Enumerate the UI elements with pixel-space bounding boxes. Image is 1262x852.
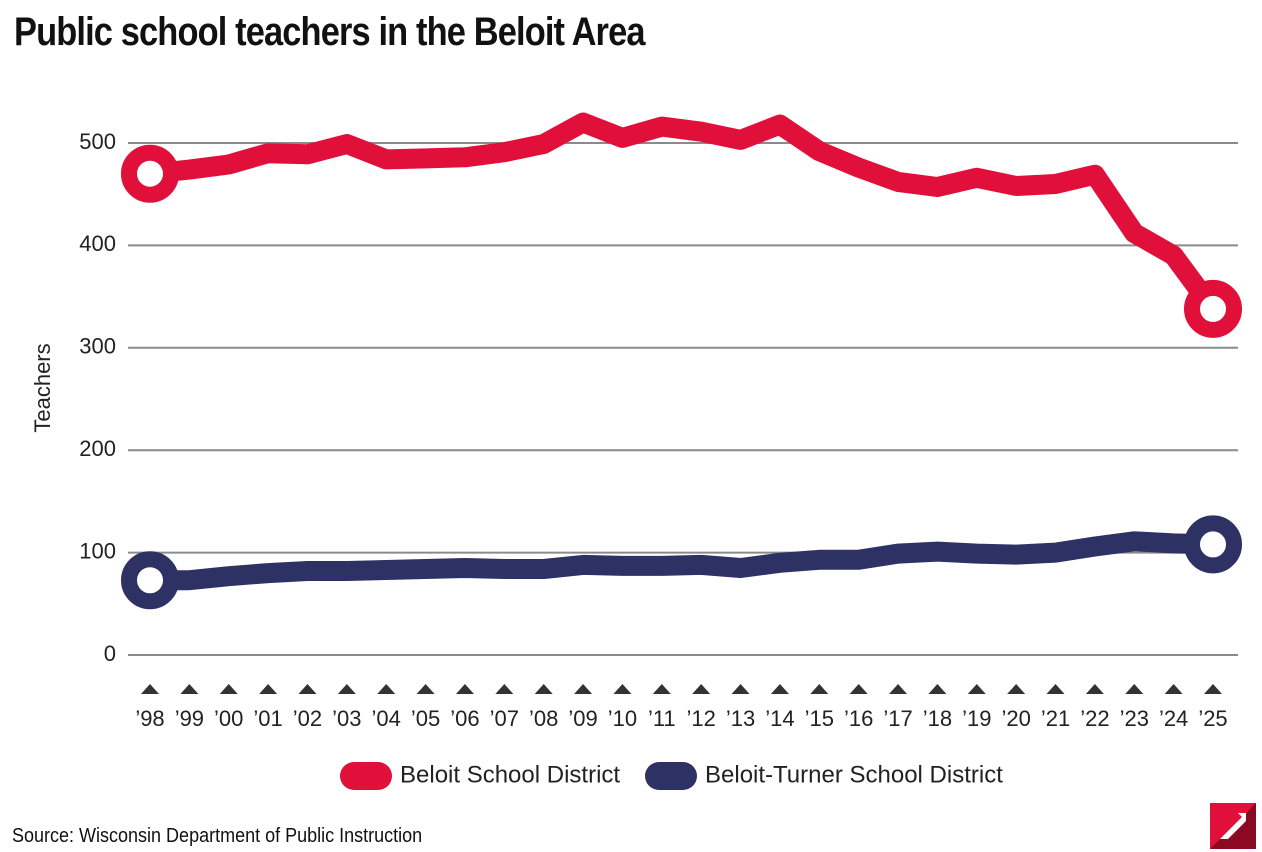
x-tick-marker — [692, 684, 711, 694]
x-tick-label: ’13 — [726, 706, 755, 731]
x-tick-marker — [337, 684, 356, 694]
x-tick-label: ’12 — [687, 706, 716, 731]
x-tick-label: ’17 — [883, 706, 912, 731]
series-endpoint-marker — [1184, 279, 1242, 338]
series-line-1 — [140, 531, 1223, 591]
x-tick-marker — [770, 684, 789, 694]
x-tick-label: ’99 — [175, 706, 204, 731]
x-tick-marker — [731, 684, 750, 694]
y-axis-ticks: 0 100 200 300 400 500 — [79, 129, 116, 666]
legend: Beloit School District Beloit-Turner Scho… — [340, 761, 1003, 790]
x-tick-marker — [652, 684, 671, 694]
x-tick-marker — [219, 684, 238, 694]
x-tick-marker — [180, 684, 199, 694]
legend-label-0: Beloit School District — [400, 761, 620, 788]
series-endpoint-marker — [121, 144, 179, 203]
x-tick-label: ’02 — [293, 706, 322, 731]
x-tick-label: ’98 — [135, 706, 164, 731]
x-tick-label: ’23 — [1120, 706, 1149, 731]
x-tick-label: ’25 — [1198, 706, 1227, 731]
x-tick-marker — [377, 684, 396, 694]
x-tick-marker — [849, 684, 868, 694]
x-tick-label: ’24 — [1159, 706, 1188, 731]
series-endpoint-marker — [121, 551, 179, 610]
publisher-logo-icon — [1210, 803, 1256, 849]
series-lines — [121, 112, 1242, 610]
x-tick-marker — [889, 684, 908, 694]
source-note: Source: Wisconsin Department of Public I… — [12, 825, 423, 847]
x-tick-label: ’09 — [568, 706, 597, 731]
x-tick-label: ’04 — [372, 706, 401, 731]
x-tick-label: ’06 — [450, 706, 479, 731]
x-tick-marker — [1204, 684, 1222, 694]
x-tick-marker — [1164, 684, 1183, 694]
y-axis-label: Teachers — [30, 343, 55, 432]
y-tick-label-0: 0 — [104, 641, 116, 666]
legend-label-1: Beloit-Turner School District — [705, 761, 1003, 788]
x-tick-marker — [141, 684, 159, 694]
x-tick-label: ’19 — [962, 706, 991, 731]
chart-title: Public school teachers in the Beloit Are… — [14, 10, 645, 54]
x-tick-marker — [259, 684, 278, 694]
y-tick-label-200: 200 — [79, 436, 116, 461]
x-tick-marker — [1125, 684, 1144, 694]
series-line-0 — [140, 112, 1223, 319]
x-tick-label: ’11 — [648, 706, 676, 731]
x-tick-marker — [416, 684, 435, 694]
y-tick-label-100: 100 — [79, 538, 116, 563]
x-axis-ticks: ’98 ’99 ’00 ’01 ’02 ’03 ’04 ’05 ’06 ’07 ’08 ’09 ’10 ’… — [135, 684, 1228, 731]
x-tick-marker — [534, 684, 553, 694]
y-tick-label-500: 500 — [79, 129, 116, 154]
x-tick-marker — [495, 684, 514, 694]
x-tick-label: ’07 — [490, 706, 519, 731]
x-tick-label: ’15 — [805, 706, 834, 731]
x-tick-label: ’00 — [214, 706, 243, 731]
x-tick-label: ’03 — [332, 706, 361, 731]
x-tick-marker — [455, 684, 474, 694]
x-tick-label: ’05 — [411, 706, 440, 731]
series-endpoint-marker — [1184, 515, 1242, 574]
x-tick-label: ’01 — [253, 706, 282, 731]
x-tick-label: ’21 — [1041, 706, 1070, 731]
x-tick-marker — [574, 684, 593, 694]
x-tick-label: ’20 — [1001, 706, 1030, 731]
x-tick-label: ’14 — [765, 706, 794, 731]
x-tick-marker — [1007, 684, 1026, 694]
x-tick-label: ’18 — [923, 706, 952, 731]
x-tick-marker — [967, 684, 986, 694]
y-tick-label-400: 400 — [79, 231, 116, 256]
x-tick-label: ’16 — [844, 706, 873, 731]
x-tick-label: ’22 — [1080, 706, 1109, 731]
x-tick-label: ’10 — [608, 706, 637, 731]
x-tick-label: ’08 — [529, 706, 558, 731]
y-tick-label-300: 300 — [79, 334, 116, 359]
x-tick-marker — [928, 684, 947, 694]
x-tick-marker — [1046, 684, 1065, 694]
x-tick-marker — [298, 684, 317, 694]
x-tick-marker — [613, 684, 632, 694]
x-tick-marker — [1085, 684, 1104, 694]
gridlines — [128, 142, 1238, 656]
x-tick-marker — [810, 684, 829, 694]
